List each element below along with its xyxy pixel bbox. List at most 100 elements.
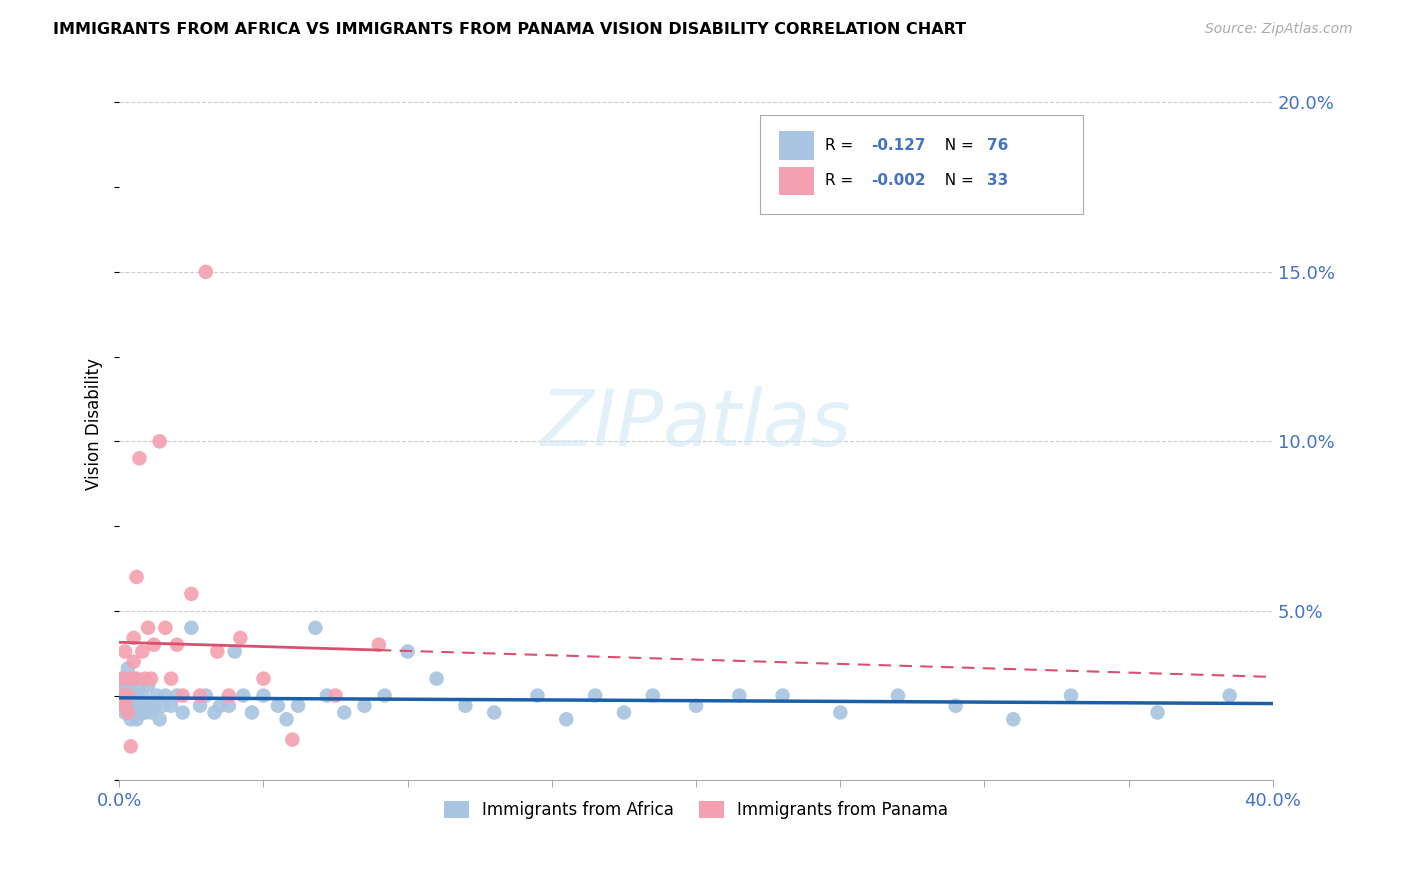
Point — [131, 706, 153, 720]
Point — [685, 698, 707, 713]
Text: Source: ZipAtlas.com: Source: ZipAtlas.com — [1205, 22, 1353, 37]
Point — [111, 672, 134, 686]
Point — [728, 689, 751, 703]
Point — [142, 638, 165, 652]
Point — [252, 689, 274, 703]
Point — [281, 732, 304, 747]
Point — [155, 689, 177, 703]
Point — [252, 672, 274, 686]
Point — [583, 689, 606, 703]
Point — [830, 706, 852, 720]
Point — [945, 698, 967, 713]
Point — [160, 672, 183, 686]
Point — [125, 570, 148, 584]
Point — [136, 621, 159, 635]
Point — [136, 698, 159, 713]
Text: -0.127: -0.127 — [872, 138, 927, 153]
Point — [1002, 712, 1025, 726]
Point — [111, 698, 134, 713]
Point — [218, 698, 240, 713]
Point — [134, 672, 156, 686]
Point — [139, 706, 162, 720]
Text: R =: R = — [825, 138, 859, 153]
Point — [180, 621, 202, 635]
Point — [887, 689, 910, 703]
Point — [555, 712, 578, 726]
Point — [111, 672, 134, 686]
Point — [120, 698, 142, 713]
Point — [120, 712, 142, 726]
Point — [117, 689, 139, 703]
Text: N =: N = — [935, 138, 979, 153]
Point — [333, 706, 356, 720]
Point — [122, 631, 145, 645]
Point — [316, 689, 339, 703]
Point — [304, 621, 326, 635]
Point — [117, 706, 139, 720]
Text: -0.002: -0.002 — [872, 173, 927, 188]
Point — [155, 621, 177, 635]
Point — [613, 706, 636, 720]
Point — [136, 678, 159, 692]
Point — [1219, 689, 1241, 703]
Point — [641, 689, 664, 703]
Point — [267, 698, 290, 713]
Point — [114, 644, 136, 658]
Point — [122, 672, 145, 686]
Point — [122, 689, 145, 703]
Point — [117, 706, 139, 720]
Point — [188, 689, 211, 703]
Point — [367, 638, 389, 652]
Point — [207, 644, 229, 658]
Point — [166, 638, 188, 652]
Text: N =: N = — [935, 173, 979, 188]
Point — [149, 712, 172, 726]
Point — [204, 706, 226, 720]
Point — [172, 689, 194, 703]
Point — [111, 689, 134, 703]
Point — [139, 672, 162, 686]
Point — [122, 698, 145, 713]
Point — [194, 689, 217, 703]
Text: IMMIGRANTS FROM AFRICA VS IMMIGRANTS FROM PANAMA VISION DISABILITY CORRELATION C: IMMIGRANTS FROM AFRICA VS IMMIGRANTS FRO… — [53, 22, 966, 37]
Point — [224, 644, 246, 658]
Point — [482, 706, 505, 720]
Point — [117, 661, 139, 675]
Point — [325, 689, 347, 703]
Point — [772, 689, 794, 703]
Point — [120, 739, 142, 754]
Point — [180, 587, 202, 601]
Text: 33: 33 — [987, 173, 1008, 188]
Point — [232, 689, 254, 703]
Point — [188, 698, 211, 713]
Point — [131, 644, 153, 658]
Point — [114, 698, 136, 713]
Point — [160, 698, 183, 713]
Point — [128, 678, 150, 692]
Point — [134, 698, 156, 713]
Point — [134, 706, 156, 720]
Point — [353, 698, 375, 713]
Text: 76: 76 — [987, 138, 1008, 153]
Point — [145, 689, 167, 703]
Point — [117, 678, 139, 692]
Point — [374, 689, 396, 703]
Point — [209, 698, 232, 713]
Point — [125, 672, 148, 686]
Point — [128, 698, 150, 713]
Point — [125, 689, 148, 703]
Point — [122, 655, 145, 669]
Text: ZIPatlas: ZIPatlas — [541, 386, 852, 462]
Point — [152, 698, 174, 713]
Point — [229, 631, 252, 645]
Point — [526, 689, 548, 703]
Point — [454, 698, 477, 713]
Point — [122, 706, 145, 720]
Point — [218, 689, 240, 703]
Bar — [779, 131, 814, 160]
Text: R =: R = — [825, 173, 859, 188]
Point — [194, 265, 217, 279]
Point — [287, 698, 309, 713]
Point — [276, 712, 298, 726]
Point — [142, 698, 165, 713]
